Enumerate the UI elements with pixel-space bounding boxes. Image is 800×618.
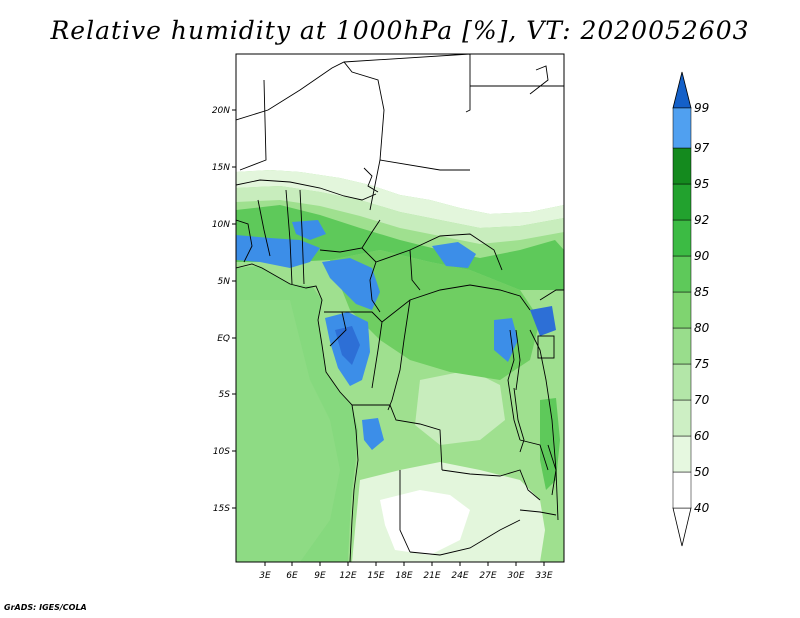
blue-patch-nigeria: [292, 220, 326, 240]
blue-patch-car: [432, 242, 476, 268]
colorbar-label-99: 99: [694, 101, 709, 115]
colorbar-label-97: 97: [694, 141, 710, 155]
colorbar-bottom-arrow: [672, 507, 692, 547]
colorbar-label-80: 80: [694, 321, 710, 335]
country-borders: [236, 54, 564, 562]
lon-label-33e: 33E: [535, 571, 552, 581]
latitude-axis: 20N 15N 10N 5N EQ 5S 10S 15S: [212, 106, 236, 514]
colorbar-segment-60-70: [672, 399, 692, 437]
colorbar-segment-92-95: [672, 183, 692, 221]
colorbar-label-92: 92: [694, 213, 709, 227]
longitude-axis: 3E 6E 9E 12E 15E 18E 21E 24E 27E 30E 33E: [259, 562, 553, 581]
lat-label-eq: EQ: [217, 334, 230, 344]
lon-label-21e: 21E: [423, 571, 440, 581]
lon-label-18e: 18E: [395, 571, 412, 581]
lat-label-5n: 5N: [218, 277, 231, 287]
colorbar-top-arrow: [672, 71, 692, 109]
colorbar-segment-85-90: [672, 255, 692, 293]
sahel-band-2: [236, 186, 564, 244]
lon-label-27e: 27E: [479, 571, 496, 581]
lat-label-20n: 20N: [212, 106, 230, 116]
colorbar-segment-75-80: [672, 327, 692, 365]
dry-central-south: [415, 370, 505, 445]
lat-label-15s: 15S: [213, 504, 230, 514]
lon-label-24e: 24E: [451, 571, 468, 581]
sahel-band-1: [236, 170, 564, 228]
colorbar-label-70: 70: [694, 393, 710, 407]
colorbar-label-60: 60: [694, 429, 710, 443]
colorbar-segment-40-50: [672, 471, 692, 509]
dry-north: [236, 54, 564, 214]
colorbar-label-95: 95: [694, 177, 709, 191]
blue-patch-angola: [362, 418, 384, 450]
grads-credit: GrADS: IGES/COLA: [4, 603, 87, 612]
map-frame: [235, 53, 565, 563]
lat-label-10s: 10S: [213, 447, 230, 457]
lat-label-5s: 5S: [219, 390, 231, 400]
humid-central: [330, 250, 540, 380]
colorbar-label-75: 75: [694, 357, 709, 371]
colorbar-label-40: 40: [694, 501, 710, 515]
lon-label-15e: 15E: [367, 571, 384, 581]
lon-label-3e: 3E: [259, 571, 271, 581]
colorbar: 40 50 60 70 75 80 85 90 92 95 97 99: [672, 71, 710, 547]
map-title: Relative humidity at 1000hPa [%], VT: 20…: [50, 16, 750, 45]
colorbar-label-50: 50: [694, 465, 710, 479]
colorbar-segment-97-99: [672, 107, 692, 149]
blue-patch-gabon-core: [335, 326, 360, 365]
colorbar-segment-95-97: [672, 147, 692, 185]
blue-patch-cameroon: [322, 258, 380, 310]
dry-south-2: [380, 490, 470, 555]
colorbar-segment-80-85: [672, 291, 692, 329]
lon-label-12e: 12E: [339, 571, 356, 581]
blue-patch-lake-victoria: [530, 306, 556, 336]
lon-label-30e: 30E: [507, 571, 524, 581]
blue-patch-west: [236, 235, 320, 268]
colorbar-segment-70-75: [672, 363, 692, 401]
colorbar-segment-50-60: [672, 435, 692, 473]
lat-label-15n: 15N: [212, 163, 230, 173]
lon-label-9e: 9E: [314, 571, 326, 581]
lat-label-10n: 10N: [212, 220, 230, 230]
ocean-inner: [236, 300, 340, 562]
lon-label-6e: 6E: [286, 571, 298, 581]
blue-patch-east: [494, 318, 518, 362]
colorbar-segment-90-92: [672, 219, 692, 257]
colorbar-label-90: 90: [694, 249, 710, 263]
colorbar-label-85: 85: [694, 285, 709, 299]
